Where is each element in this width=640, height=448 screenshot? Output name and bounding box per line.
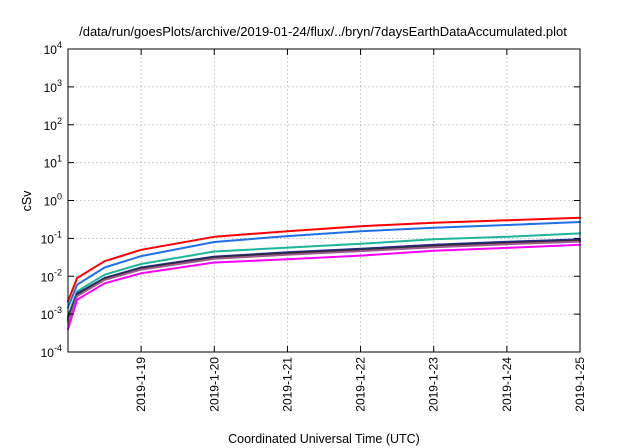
series-group [67,216,581,331]
y-tick-label: 10-2 [41,267,62,284]
y-tick-label: 10-3 [41,305,62,322]
y-axis: 10-4 10-3 10-2 10-1 100 101 102 103 104 [41,40,580,360]
x-axis: 2019-1-19 2019-1-20 2019-1-21 2019-1-22 2019… [134,49,587,412]
y-tick-label: 10-4 [41,343,62,360]
series-line-3 [67,232,581,317]
series-line-6 [67,240,581,324]
series-line-7 [67,243,581,331]
chart-title: /data/run/goesPlots/archive/2019-01-24/f… [79,24,567,39]
y-tick-label: 100 [44,192,62,209]
y-tick-label: 103 [44,78,62,95]
x-tick-label: 2019-1-23 [427,357,441,412]
x-tick-label: 2019-1-22 [354,357,368,412]
y-tick-label: 101 [44,154,62,171]
x-tick-label: 2019-1-19 [134,357,148,412]
grid [68,49,580,352]
x-tick-label: 2019-1-24 [500,357,514,412]
y-tick-label: 10-1 [41,229,62,246]
x-tick-label: 2019-1-21 [280,357,294,412]
series-line-4 [67,238,581,319]
series-line-1 [67,216,581,303]
x-axis-label: Coordinated Universal Time (UTC) [228,432,420,446]
x-tick-label: 2019-1-20 [207,357,221,412]
x-tick-label: 2019-1-25 [573,357,587,412]
y-tick-label: 102 [44,116,62,133]
series-line-2 [67,221,581,309]
y-tick-label: 104 [44,40,62,57]
y-axis-label: cSv [20,190,34,212]
